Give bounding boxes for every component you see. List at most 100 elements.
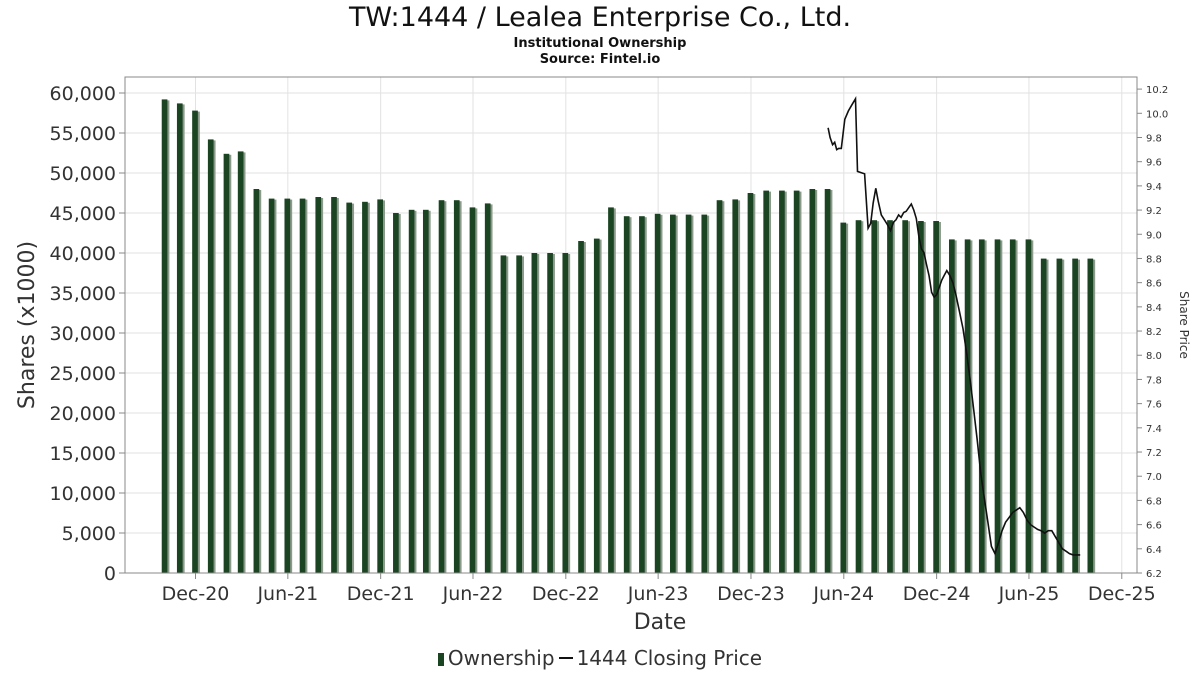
ownership-bar: [393, 213, 399, 573]
ownership-bar: [978, 239, 985, 573]
ownership-bar: [469, 207, 476, 573]
y-tick-label: 15,000: [50, 443, 116, 465]
x-tick-label: Jun-25: [998, 583, 1060, 605]
ownership-bar: [377, 199, 383, 573]
legend-item-price: 1444 Closing Price: [558, 646, 763, 670]
ownership-bar: [855, 220, 862, 573]
y-tick-label: 35,000: [50, 283, 116, 305]
ownership-bar: [192, 110, 198, 573]
ownership-bar: [315, 197, 322, 573]
y2-tick-label: 9.4: [1146, 182, 1162, 193]
ownership-bar: [516, 255, 522, 573]
ownership-bar: [654, 213, 661, 574]
y-tick-label: 60,000: [50, 83, 116, 105]
x-tick-label: Dec-25: [1088, 583, 1156, 605]
y-axis-label: Shares (x1000): [15, 241, 40, 409]
y-tick-label: 25,000: [50, 363, 116, 385]
ownership-bar: [871, 220, 878, 573]
x-tick-label: Dec-24: [903, 583, 971, 605]
ownership-bar: [299, 198, 306, 573]
ownership-bar: [562, 253, 569, 573]
ownership-bar: [933, 221, 939, 573]
y2-tick-label: 6.6: [1146, 521, 1162, 532]
ownership-bar: [484, 203, 491, 573]
y-tick-label: 55,000: [50, 123, 116, 145]
y2-tick-label: 9.6: [1146, 158, 1162, 169]
y-tick-label: 5,000: [62, 523, 116, 545]
ownership-bar: [964, 239, 971, 573]
y2-tick-label: 7.4: [1146, 424, 1162, 435]
ownership-bar: [824, 189, 831, 573]
plot-frame: [124, 76, 1138, 574]
ownership-bar: [1025, 239, 1032, 573]
ownership-bar: [346, 202, 353, 573]
ownership-bar: [902, 220, 909, 573]
x-tick-label: Dec-21: [347, 583, 415, 605]
ownership-bar: [284, 198, 291, 573]
ownership-bar: [331, 197, 337, 573]
ownership-bar: [547, 253, 553, 573]
legend-bar-swatch: [437, 653, 444, 666]
y-tick-label: 50,000: [50, 163, 116, 185]
legend-label-ownership: Ownership: [447, 646, 555, 670]
y2-tick-label: 8.8: [1146, 254, 1162, 265]
x-tick-label: Dec-22: [532, 583, 600, 605]
y-tick-label: 0: [104, 563, 116, 585]
x-tick-label: Dec-23: [717, 583, 785, 605]
ownership-bar: [949, 239, 955, 573]
chart-subtitle: Institutional Ownership: [513, 36, 687, 51]
legend-line-swatch: [558, 657, 573, 659]
ownership-bar: [362, 201, 368, 574]
ownership-bar: [593, 238, 600, 573]
ownership-bar: [176, 103, 183, 574]
ownership-bar: [1056, 258, 1063, 573]
ownership-bar: [438, 200, 445, 573]
x-axis-label: Date: [634, 610, 687, 635]
y2-tick-label: 10.2: [1146, 85, 1168, 96]
y-tick-label: 10,000: [50, 483, 116, 505]
y2-tick-label: 9.2: [1146, 206, 1162, 217]
ownership-bar: [1072, 258, 1078, 573]
ownership-bar: [237, 151, 244, 573]
ownership-bar: [422, 209, 429, 574]
ownership-bar: [732, 199, 739, 573]
ownership-bar: [685, 214, 692, 573]
y2-tick-label: 6.8: [1146, 496, 1162, 507]
ownership-bar: [639, 216, 645, 573]
ownership-bar: [1009, 239, 1016, 573]
ownership-bar: [716, 200, 723, 573]
ownership-bar: [809, 189, 816, 573]
price-line-layer: [827, 96, 1081, 556]
axes: 0 5,000 10,000 15,000 20,000 25,000 30,000 35,0…: [50, 83, 1169, 605]
ownership-bar: [578, 241, 584, 573]
ownership-bar: [207, 139, 214, 573]
x-tick-label: Jun-23: [627, 583, 689, 605]
y2-axis-label: Share Price: [1177, 291, 1191, 359]
legend-item-ownership: Ownership: [437, 646, 555, 670]
ownership-bar: [253, 189, 260, 573]
legend-label-price: 1444 Closing Price: [576, 646, 763, 670]
ownership-bar: [793, 190, 800, 573]
price-line: [827, 96, 1081, 556]
y2-tick-label: 6.4: [1146, 545, 1162, 556]
x-tick-label: Jun-21: [256, 583, 318, 605]
ownership-bar: [1040, 258, 1047, 573]
y2-tick-label: 8.2: [1146, 327, 1162, 338]
ownership-bar: [531, 253, 538, 573]
ownership-bar: [1087, 258, 1094, 573]
ownership-bar: [608, 207, 614, 573]
x-tick-label: Jun-22: [442, 583, 504, 605]
x-tick-label: Jun-24: [812, 583, 874, 605]
y2-tick-label: 7.6: [1146, 400, 1162, 411]
ownership-bar: [887, 220, 893, 573]
x-tick-label: Dec-20: [162, 583, 230, 605]
ownership-bar: [918, 221, 924, 573]
y2-tick-label: 7.0: [1146, 472, 1162, 483]
ownership-bars: [161, 99, 1096, 574]
y2-tick-label: 8.6: [1146, 279, 1162, 290]
ownership-bar: [161, 99, 168, 574]
y-tick-label: 20,000: [50, 403, 116, 425]
y2-tick-label: 7.8: [1146, 375, 1162, 386]
legend: Ownership 1444 Closing Price: [0, 646, 1200, 670]
